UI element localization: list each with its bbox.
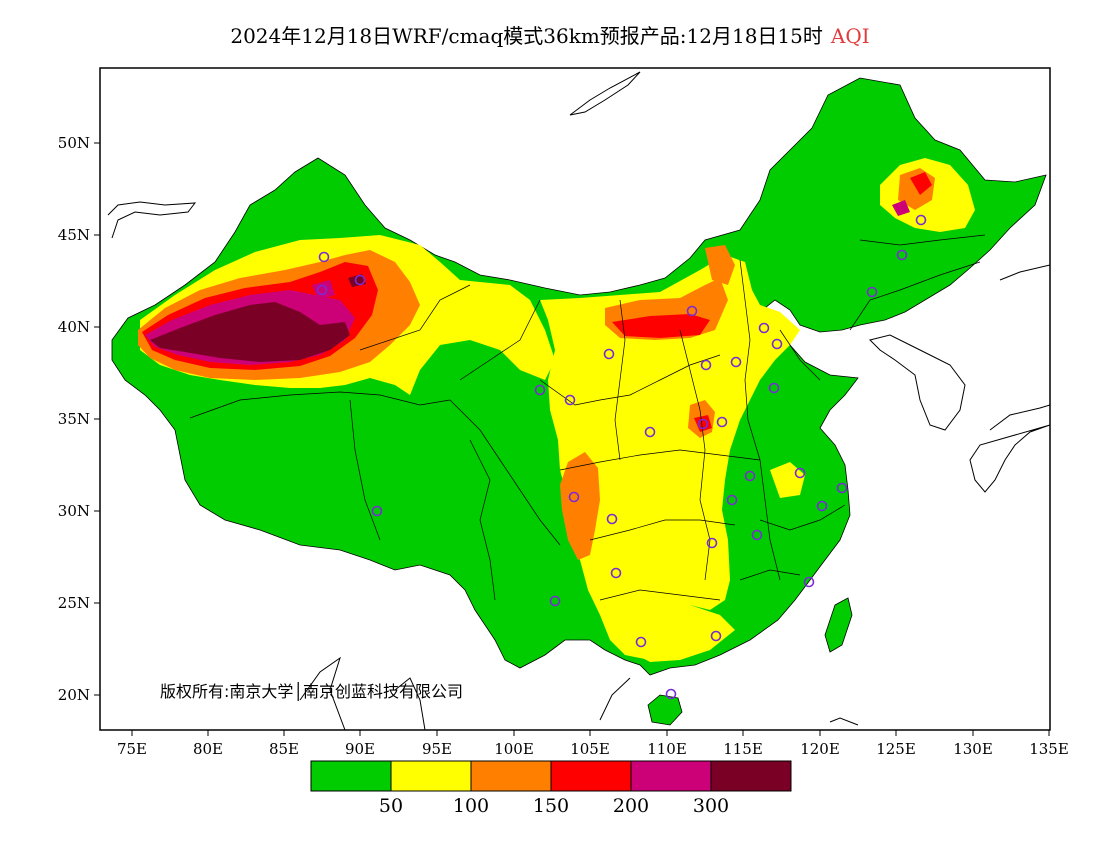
station-marker [726, 494, 738, 506]
hainan-island [647, 694, 683, 726]
station-marker [644, 426, 656, 438]
station-marker [915, 214, 927, 226]
neighbor-coastlines [107, 71, 1050, 730]
title-main: 2024年12月18日WRF/cmaq模式36km预报产品:12月18日15时 [230, 24, 823, 48]
station-marker [686, 305, 698, 317]
aqi-region-magenta-urumqi [312, 280, 335, 300]
lon-label: 120E [800, 740, 840, 758]
station-marker [751, 529, 763, 541]
station-marker [710, 630, 722, 642]
station-marker [866, 286, 878, 298]
lon-label: 115E [723, 740, 763, 758]
lon-label: 95E [422, 740, 452, 758]
map-content: 版权所有:南京大学│南京创蓝科技有限公司 [107, 71, 1050, 730]
station-marker [635, 636, 647, 648]
taiwan-island [824, 597, 853, 653]
station-marker [534, 384, 546, 396]
lat-label: 35N [58, 410, 90, 428]
station-marker [603, 348, 615, 360]
legend-label: 100 [453, 795, 489, 817]
aqi-region-orange-inner [705, 245, 735, 285]
legend-swatch-orange [470, 760, 552, 792]
station-marker [316, 284, 328, 296]
lat-label: 20N [58, 686, 90, 704]
legend-swatch-red [550, 760, 632, 792]
lat-label: 45N [58, 226, 90, 244]
station-marker [371, 505, 383, 517]
lon-label: 100E [494, 740, 534, 758]
legend-label: 300 [693, 795, 729, 817]
aqi-region-yellow-south [620, 600, 735, 662]
title-variable: AQI [830, 24, 870, 48]
station-marker [771, 338, 783, 350]
lat-label: 40N [58, 318, 90, 336]
legend-label: 200 [613, 795, 649, 817]
aqi-region-red-north [612, 314, 710, 338]
legend-swatch-green [310, 760, 392, 792]
legend-swatch-darkred [710, 760, 792, 792]
aqi-region-darkred-tarim [150, 302, 350, 362]
lon-label: 90E [345, 740, 375, 758]
lon-label: 135E [1029, 740, 1069, 758]
aqi-region-orange-sichuan [560, 452, 600, 560]
station-marker [836, 482, 848, 494]
lon-label: 130E [953, 740, 993, 758]
station-marker [549, 595, 561, 607]
station-marker [716, 416, 728, 428]
station-marker [768, 382, 780, 394]
station-marker [744, 470, 756, 482]
lon-label: 105E [570, 740, 610, 758]
station-marker [730, 356, 742, 368]
axis-ticks [94, 142, 1050, 736]
lon-label: 125E [876, 740, 916, 758]
lat-label: 30N [58, 502, 90, 520]
station-marker [697, 418, 709, 430]
station-marker [706, 537, 718, 549]
station-marker [564, 394, 576, 406]
station-marker [610, 567, 622, 579]
province-borders [189, 234, 986, 601]
aqi-region-magenta-ne [892, 200, 910, 216]
station-marker [803, 576, 815, 588]
legend-swatch-magenta [630, 760, 712, 792]
copyright-text: 版权所有:南京大学│南京创蓝科技有限公司 [160, 681, 463, 701]
legend-label: 150 [533, 795, 569, 817]
station-marker [354, 274, 366, 286]
station-marker [758, 322, 770, 334]
lon-label: 110E [647, 740, 687, 758]
lat-label: 50N [58, 134, 90, 152]
aqi-region-red-henan [694, 415, 712, 432]
legend-swatch-yellow [390, 760, 472, 792]
lon-label: 75E [117, 740, 147, 758]
legend-colorbar [310, 760, 792, 792]
aqi-region-red-ne [910, 172, 932, 195]
station-marker [700, 359, 712, 371]
station-marker [318, 251, 330, 263]
lat-label: 25N [58, 594, 90, 612]
station-markers [316, 214, 927, 700]
station-marker [568, 491, 580, 503]
station-marker [606, 513, 618, 525]
legend-label: 50 [379, 795, 403, 817]
station-marker [816, 500, 828, 512]
map-title: 2024年12月18日WRF/cmaq模式36km预报产品:12月18日15时 A… [0, 20, 1100, 49]
station-marker [665, 688, 677, 700]
lon-label: 80E [193, 740, 223, 758]
station-marker [794, 467, 806, 479]
station-marker [896, 249, 908, 261]
lon-label: 85E [269, 740, 299, 758]
